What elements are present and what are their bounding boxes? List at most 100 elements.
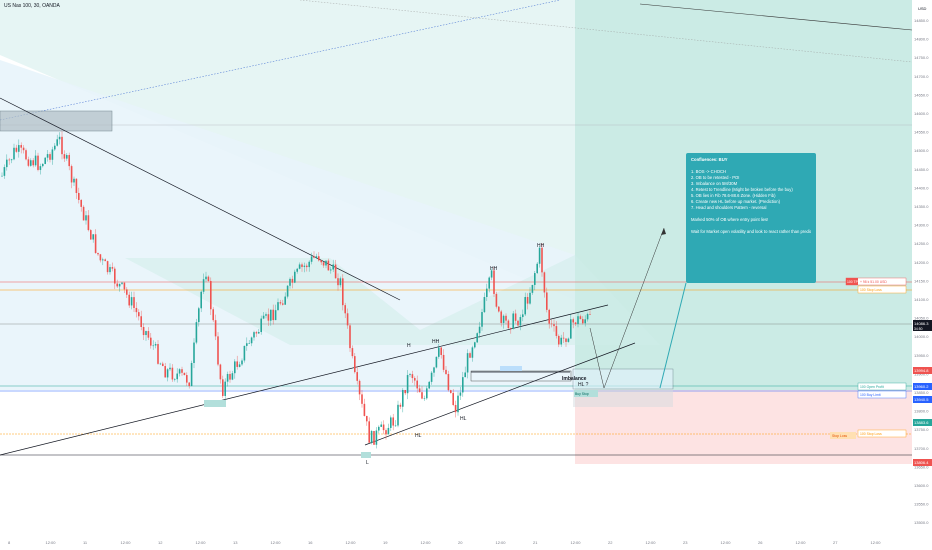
red-price-tag-text: 13994.8 [914, 368, 929, 373]
price-tick: 13600.0 [914, 483, 929, 488]
time-tick: 12:00 [196, 540, 207, 545]
candle-body [142, 326, 145, 336]
candle-body [272, 309, 274, 321]
candle-body [488, 277, 490, 289]
candle-body [510, 328, 512, 329]
buy-limit-order-tag[interactable] [857, 390, 907, 399]
candle-body [505, 315, 507, 321]
candle-body [82, 206, 85, 221]
candle-body [476, 333, 478, 343]
candle-body [442, 354, 445, 370]
candle-body [368, 421, 370, 443]
confluence-note[interactable]: Confluences: BUY 1. BOS -> CHOCH 2. OB to… [686, 153, 816, 283]
price-tick: 14450.0 [914, 167, 929, 172]
price-tick: 14350.0 [914, 204, 929, 209]
candle-body [73, 178, 75, 183]
time-tick: 26 [758, 540, 763, 545]
candle-body [186, 375, 188, 383]
time-tick: 12:00 [496, 540, 507, 545]
candle-body [577, 316, 579, 325]
price-tick: 14300.0 [914, 223, 929, 228]
blue-price-tag-2 [913, 396, 932, 403]
price-tick: 14750.0 [914, 55, 929, 60]
candle-body [238, 364, 241, 367]
time-tick: 12:00 [346, 540, 357, 545]
candle-body [313, 256, 315, 258]
candle-body [459, 392, 462, 396]
candle-body [435, 356, 438, 368]
candle-body [481, 312, 483, 327]
candle-body [128, 294, 130, 306]
top-right-trendline [639, 3, 913, 31]
candle-body [553, 324, 555, 327]
price-tick: 14850.0 [914, 18, 929, 23]
sl-bottom-order-tag[interactable] [857, 429, 907, 438]
candle-body [188, 382, 190, 387]
label-hl-2: HL [460, 416, 467, 422]
candle-body [174, 379, 176, 380]
imbalance-label: Imbalance [562, 376, 587, 382]
sl-top-order-tag[interactable] [857, 285, 907, 294]
price-axis[interactable] [912, 0, 932, 550]
candle-body [428, 381, 430, 389]
candle-body [190, 362, 193, 387]
note-line: 5. OB lies in Fib 78.6-88.6 Zone. (Hidde… [691, 193, 776, 198]
candle-body [500, 311, 502, 323]
candle-body [546, 292, 548, 310]
entry-order-tag[interactable] [857, 382, 907, 391]
current-price-tag-time: 34:50 [914, 327, 923, 331]
candle-body [373, 431, 375, 445]
candle-body [493, 270, 495, 294]
candle-body [27, 159, 30, 166]
label-hh-small: HH [432, 339, 440, 345]
candle-body [123, 282, 126, 290]
price-tick: 14250.0 [914, 241, 929, 246]
candle-body [440, 347, 442, 355]
price-tick: 13700.0 [914, 446, 929, 451]
time-tick: 12:00 [871, 540, 882, 545]
note-line: 2. OB to be retested - POI [691, 175, 740, 180]
candle-body [584, 319, 586, 324]
candle-body [406, 375, 409, 394]
candle-body [222, 379, 224, 396]
candle-body [49, 154, 51, 160]
price-tick: 14600.0 [914, 111, 929, 116]
entry-left-tag [574, 390, 598, 397]
candle-body [289, 278, 291, 286]
candle-body [176, 373, 178, 380]
candle-body [212, 309, 214, 321]
candle-body [579, 316, 582, 320]
candle-body [541, 247, 543, 273]
candle-body [298, 264, 301, 269]
candle-body [358, 380, 361, 395]
candle-body [152, 345, 154, 347]
candle-body [339, 278, 342, 286]
projection-arrowhead [661, 228, 666, 235]
currency-label: USD [918, 6, 927, 11]
candle-body [332, 264, 334, 270]
time-axis[interactable] [0, 532, 932, 550]
green-price-tag-text: 13883.6 [914, 420, 929, 425]
candle-body [234, 361, 236, 374]
top-ob-box[interactable] [0, 110, 113, 132]
candle-body [126, 289, 128, 295]
candle-body [538, 247, 541, 264]
label-h: H [407, 343, 411, 349]
candle-body [260, 318, 262, 333]
buy-limit-order-label: 100 Buy Limit [860, 393, 881, 397]
candle-body [517, 320, 519, 326]
candle-body [334, 264, 337, 279]
note-line: Wait for Market open volatility and look… [691, 229, 811, 234]
candle-body [109, 267, 111, 273]
candle-body [370, 431, 373, 443]
candle-body [548, 309, 550, 324]
candle-body [195, 322, 198, 343]
candle-body [262, 315, 265, 319]
candle-body [226, 373, 229, 382]
candle-body [478, 326, 481, 334]
candle-body [207, 276, 210, 281]
candle-body [90, 230, 92, 240]
candle-body [387, 427, 390, 435]
candle-body [63, 154, 66, 159]
